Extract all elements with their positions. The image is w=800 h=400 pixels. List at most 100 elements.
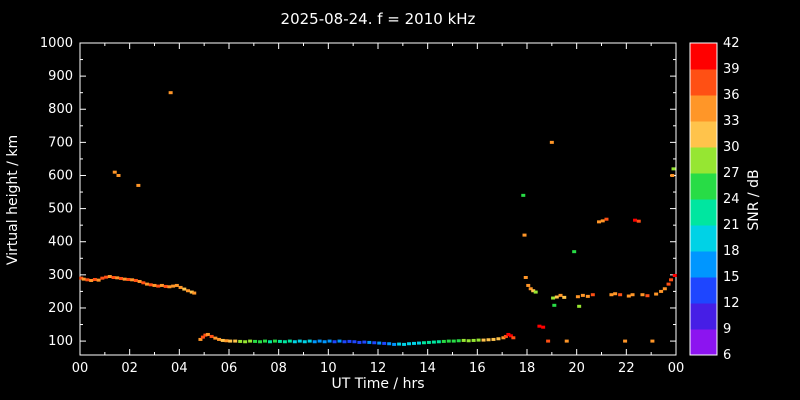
data-point <box>126 277 131 281</box>
data-point <box>451 339 456 343</box>
data-point <box>107 275 112 279</box>
data-point <box>541 325 546 329</box>
data-point <box>85 278 90 282</box>
x-tick-label: 16 <box>469 361 486 376</box>
data-point <box>352 340 357 344</box>
data-point <box>537 324 542 328</box>
x-tick-label: 20 <box>568 361 585 376</box>
data-point <box>267 340 272 344</box>
data-point <box>426 340 431 344</box>
data-point <box>551 296 556 300</box>
data-point <box>200 335 205 339</box>
data-point <box>168 91 173 95</box>
x-tick-label: 00 <box>72 361 89 376</box>
data-point <box>659 289 664 293</box>
data-point <box>104 275 109 279</box>
data-point <box>456 339 461 343</box>
data-point <box>192 291 197 295</box>
data-point <box>277 339 282 343</box>
data-point <box>382 341 387 345</box>
x-tick-label: 04 <box>171 361 188 376</box>
data-point <box>136 183 141 187</box>
data-point <box>243 340 248 344</box>
data-point <box>577 304 582 308</box>
data-point <box>362 340 367 344</box>
colorbar-tick-label: 21 <box>723 218 740 233</box>
data-point <box>96 278 101 282</box>
data-point <box>671 167 676 171</box>
data-point <box>141 281 146 285</box>
data-point <box>491 337 496 341</box>
data-point <box>292 340 297 344</box>
plot-border <box>79 42 677 356</box>
colorbar-tick-label: 9 <box>723 322 731 337</box>
data-point <box>392 342 397 346</box>
data-point <box>372 341 377 345</box>
data-point <box>100 276 105 280</box>
data-point <box>630 293 635 297</box>
colorbar-segment <box>690 277 717 304</box>
data-point <box>575 295 580 299</box>
data-point <box>217 337 222 341</box>
data-point <box>633 218 638 222</box>
x-tick-label: 12 <box>370 361 387 376</box>
data-point <box>322 340 327 344</box>
data-point <box>580 293 585 297</box>
x-tick-label: 18 <box>519 361 536 376</box>
colorbar-tick-label: 36 <box>723 88 740 103</box>
data-point <box>122 277 127 281</box>
data-point <box>272 339 277 343</box>
colorbar-tick-label: 39 <box>723 62 740 77</box>
data-point <box>650 339 655 343</box>
data-point <box>564 339 569 343</box>
data-point <box>407 342 412 346</box>
colorbar-segment <box>690 225 717 252</box>
data-point <box>531 289 536 293</box>
data-point <box>461 338 466 342</box>
data-point <box>466 339 471 343</box>
data-point <box>554 295 559 299</box>
data-point <box>481 338 486 342</box>
data-point <box>327 339 332 343</box>
x-tick-label: 08 <box>270 361 287 376</box>
y-tick-label: 200 <box>48 301 73 316</box>
data-point <box>367 340 372 344</box>
data-point <box>526 283 531 287</box>
data-point <box>486 338 491 342</box>
data-point <box>228 339 233 343</box>
data-point <box>248 339 253 343</box>
data-point <box>522 233 527 237</box>
data-point <box>572 250 577 254</box>
colorbar-tick-label: 42 <box>723 36 740 51</box>
colorbar-segment <box>690 43 717 70</box>
data-point <box>253 339 258 343</box>
data-point <box>357 340 362 344</box>
data-point <box>511 336 516 340</box>
x-axis-label: UT Time / hrs <box>331 376 425 392</box>
colorbar-segment <box>690 329 717 356</box>
data-point <box>521 193 526 197</box>
data-point <box>626 294 631 298</box>
data-point <box>342 340 347 344</box>
data-point <box>89 278 94 282</box>
data-point <box>130 278 135 282</box>
colorbar-tick-label: 30 <box>723 140 740 155</box>
x-tick-label: 00 <box>668 361 685 376</box>
colorbar-tick-label: 12 <box>723 296 740 311</box>
data-point <box>312 340 317 344</box>
data-point <box>436 340 441 344</box>
data-point <box>302 340 307 344</box>
colorbar-segment <box>690 303 717 330</box>
data-point <box>597 220 602 224</box>
data-point <box>186 289 191 293</box>
colorbar-segment <box>690 95 717 122</box>
data-point <box>233 339 238 343</box>
data-point <box>501 336 506 340</box>
data-point <box>662 287 667 291</box>
data-point <box>111 275 116 279</box>
data-point <box>171 284 176 288</box>
data-point <box>317 339 322 343</box>
data-point <box>307 339 312 343</box>
